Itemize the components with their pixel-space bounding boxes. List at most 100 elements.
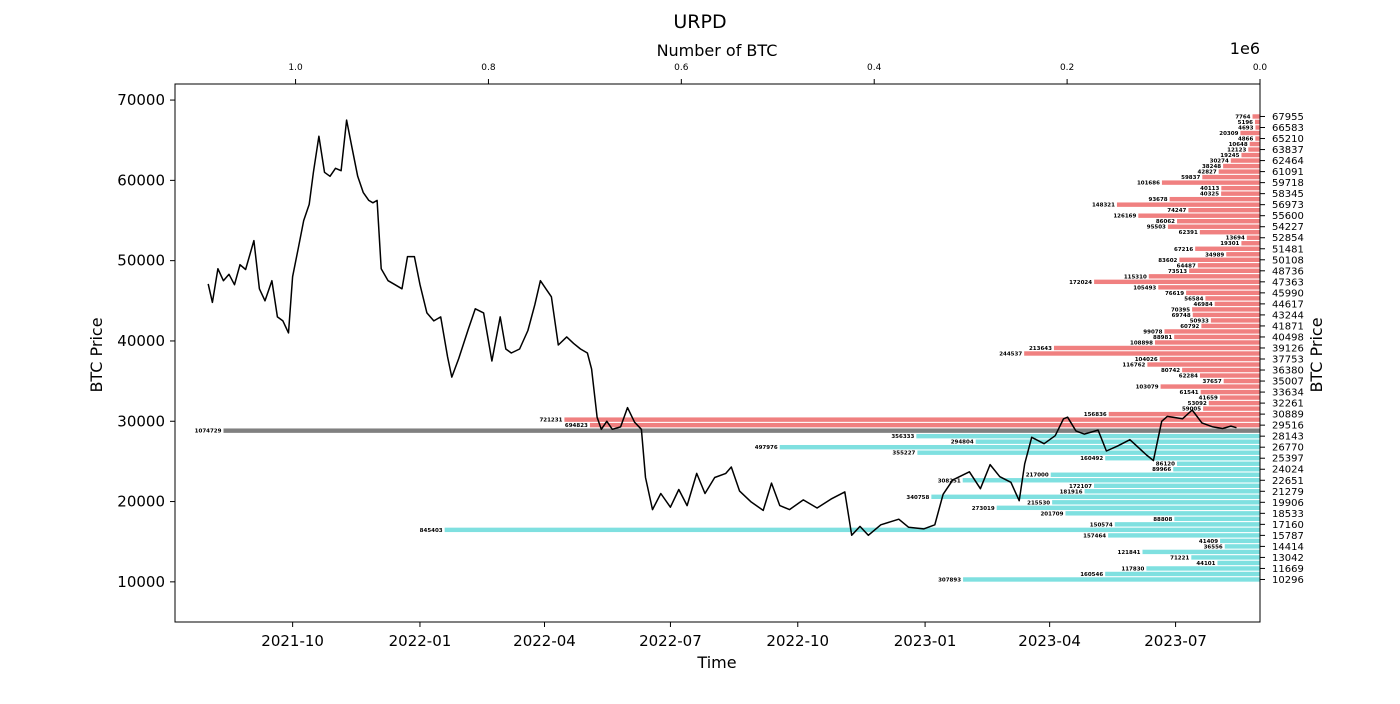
distribution-bar: [1114, 522, 1260, 527]
top-axis-multiplier: 1e6: [1230, 39, 1260, 58]
bar-value-label: 172024: [1069, 280, 1092, 286]
distribution-bar: [1249, 141, 1260, 147]
x-tick-label: 2022-07: [639, 632, 702, 650]
distribution-bar: [917, 450, 1260, 455]
bar-value-label: 1074729: [195, 429, 222, 435]
plot-frame: [174, 83, 1261, 623]
y-axis-title-left: BTC Price: [87, 317, 106, 392]
bar-value-label: 4693: [1238, 125, 1253, 131]
distribution-bar: [1255, 125, 1260, 130]
x-tick-label: 2022-04: [513, 632, 576, 650]
right-tick-label: 17160: [1272, 520, 1304, 531]
bar-value-label: 40325: [1200, 192, 1219, 198]
right-tick-label: 39126: [1272, 343, 1304, 354]
right-tick-label: 61091: [1272, 167, 1304, 178]
y-tick-label: 30000: [117, 412, 165, 430]
bar-value-label: 721231: [539, 418, 562, 424]
distribution-bar: [1192, 312, 1260, 318]
right-tick-label: 11669: [1272, 564, 1304, 575]
right-tick-label: 59718: [1272, 178, 1304, 189]
bar-value-label: 76619: [1165, 291, 1184, 297]
bar-value-label: 10648: [1229, 142, 1248, 148]
chart-title: URPD: [673, 11, 726, 33]
distribution-bar: [916, 433, 1260, 439]
right-tick-label: 48736: [1272, 266, 1304, 277]
distribution-bar: [1192, 307, 1260, 312]
distribution-bar: [1221, 185, 1260, 191]
distribution-bar: [996, 505, 1260, 511]
distribution-bar: [1254, 119, 1260, 125]
right-tick-label: 28143: [1272, 432, 1304, 443]
right-tick-label: 15787: [1272, 531, 1304, 542]
top-tick-label: 0.2: [1060, 63, 1074, 73]
right-tick-label: 66583: [1272, 123, 1304, 134]
bar-value-label: 12123: [1227, 148, 1246, 154]
distribution-bar: [1161, 180, 1260, 185]
y-axis-title-right: BTC Price: [1307, 317, 1326, 392]
bar-value-label: 37657: [1203, 379, 1222, 385]
distribution-bar: [1246, 235, 1260, 240]
top-tick-label: 0.4: [867, 63, 882, 73]
btc-price-line: [207, 119, 1237, 537]
bar-value-label: 356333: [891, 434, 914, 440]
distribution-bar: [1105, 456, 1260, 461]
bar-value-label: 20309: [1219, 131, 1238, 137]
distribution-bar: [1142, 549, 1260, 555]
right-tick-label: 45990: [1272, 288, 1304, 299]
bar-value-label: 104026: [1135, 357, 1158, 363]
distribution-bar: [1197, 263, 1260, 268]
bar-value-label: 56584: [1184, 296, 1203, 302]
distribution-bar: [1205, 296, 1260, 301]
distribution-bar: [1186, 290, 1260, 296]
right-tick-label: 22651: [1272, 476, 1304, 487]
bar-value-label: 117830: [1121, 566, 1144, 572]
bar-value-label: 105493: [1133, 285, 1156, 291]
bar-value-label: 4866: [1238, 137, 1253, 143]
x-tick-label: 2021-10: [261, 632, 324, 650]
distribution-bar: [1230, 158, 1260, 163]
bar-value-label: 217000: [1026, 473, 1049, 479]
distribution-bar: [962, 478, 1260, 483]
distribution-bar: [1199, 230, 1260, 235]
distribution-bar: [1240, 130, 1260, 136]
y-tick-label: 70000: [117, 91, 165, 109]
right-tick-label: 33634: [1272, 388, 1304, 399]
distribution-bar: [1179, 257, 1260, 262]
bar-value-label: 86120: [1156, 462, 1175, 468]
bar-value-label: 61541: [1180, 390, 1199, 396]
distribution-bar: [1105, 571, 1260, 577]
distribution-bar: [1221, 191, 1260, 196]
bar-value-label: 126169: [1113, 214, 1136, 220]
bar-value-label: 121841: [1118, 550, 1141, 556]
bar-value-label: 95503: [1147, 225, 1166, 231]
bar-value-label: 80742: [1161, 368, 1180, 374]
right-tick-label: 62464: [1272, 156, 1304, 167]
right-tick-label: 36380: [1272, 366, 1304, 377]
right-tick-label: 52854: [1272, 233, 1304, 244]
bar-value-label: 157464: [1083, 533, 1106, 539]
bar-value-label: 244537: [999, 351, 1022, 357]
bar-value-label: 5196: [1238, 120, 1253, 126]
bar-value-label: 103079: [1136, 385, 1159, 391]
x-axis-title: Time: [696, 653, 736, 672]
bar-value-label: 88808: [1153, 517, 1172, 523]
top-tick-label: 0.6: [674, 63, 689, 73]
y-tick-label: 50000: [117, 252, 165, 270]
bar-value-label: 115310: [1124, 274, 1147, 280]
bar-value-label: 355227: [892, 451, 915, 457]
x-tick-label: 2022-01: [389, 632, 452, 650]
bar-value-label: 89966: [1152, 467, 1171, 473]
distribution-bar: [779, 444, 1260, 450]
right-tick-label: 21279: [1272, 487, 1304, 498]
distribution-bar: [1160, 384, 1260, 389]
right-tick-label: 29516: [1272, 421, 1304, 432]
right-tick-label: 37753: [1272, 354, 1304, 365]
bar-value-label: 59837: [1181, 175, 1200, 181]
bar-value-label: 13694: [1226, 236, 1245, 242]
bar-value-label: 73513: [1168, 269, 1187, 275]
bar-value-label: 60792: [1180, 324, 1199, 330]
right-tick-label: 10296: [1272, 575, 1304, 586]
bar-value-label: 62284: [1179, 374, 1198, 380]
distribution-bar: [1065, 511, 1260, 516]
